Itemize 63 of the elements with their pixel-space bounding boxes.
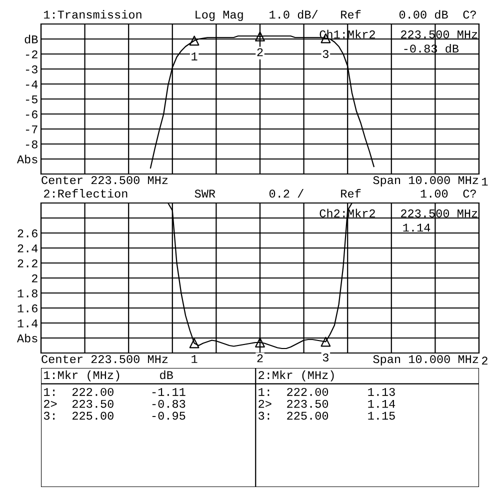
text: 3:	[258, 412, 270, 420]
y-tick-label: -4	[26, 80, 38, 88]
text: 2:Mkr (MHz)	[258, 370, 334, 382]
y-tick-label: -7	[26, 126, 38, 134]
y-tick-label: 2.2	[18, 259, 38, 268]
text: Log Mag	[196, 10, 243, 21]
text: SWR	[194, 190, 216, 198]
annotation: 2	[257, 48, 263, 56]
text: Ref	[341, 188, 361, 198]
text: 1.14	[368, 400, 396, 408]
text: Span 10.000 MHz	[373, 176, 478, 187]
y-tick-label: -6	[26, 110, 38, 118]
text: Center 223.500 MHz	[42, 355, 168, 364]
text: 3:	[44, 412, 54, 420]
y-tick-label: -8	[26, 140, 38, 148]
y-tick-label: -2	[26, 50, 38, 58]
y-tick-label: 1.8	[18, 289, 38, 298]
text: -0.83	[152, 400, 186, 408]
text: Center 223.500 MHz	[42, 176, 168, 184]
text: 1	[482, 178, 488, 186]
text: 1.13	[368, 388, 395, 396]
text: 1:Mkr (MHz)	[44, 370, 120, 382]
y-tick-label: 2.4	[18, 244, 38, 252]
text: 1:	[44, 388, 54, 396]
text: Span 10.000 MHz	[373, 355, 478, 366]
text: 1.00	[420, 190, 448, 198]
text: 1:	[258, 388, 270, 396]
text: -1.11	[152, 388, 186, 396]
annotation: 3	[322, 50, 328, 58]
text: dB	[160, 370, 173, 380]
text: 0.00 dB	[399, 10, 448, 19]
text: 222.00	[72, 388, 114, 396]
y-tick-label: 2.6	[18, 229, 38, 238]
chart-title: 1:Transmission	[44, 10, 142, 19]
text: 2>	[258, 400, 272, 408]
y-tick-label: Abs	[16, 154, 38, 164]
annotation: 2	[257, 354, 263, 362]
annotation: 1.14	[403, 224, 430, 232]
y-tick-label: 1.4	[18, 320, 38, 328]
text: 1.15	[368, 412, 395, 420]
y-tick-label: 1.6	[18, 304, 38, 312]
text: 223.50	[287, 400, 328, 408]
text: C?	[463, 10, 476, 19]
y-tick-label: Abs	[16, 334, 38, 342]
annotation: 3	[322, 354, 328, 362]
text: 223.50	[72, 400, 114, 408]
annotation: 1	[192, 52, 198, 60]
y-tick-label: -3	[26, 65, 38, 74]
text: 225.00	[287, 412, 328, 420]
text: -0.95	[152, 412, 186, 420]
text: 1.0 dB/	[270, 10, 318, 19]
text: C?	[463, 190, 476, 198]
text: 225.00	[72, 412, 114, 420]
y-tick-label: -5	[26, 96, 38, 104]
text: Ref	[341, 10, 361, 19]
y-tick-label: dB	[24, 34, 38, 44]
annotation: 1	[192, 355, 198, 363]
chart-title: 2:Reflection	[44, 188, 128, 198]
text: 222.00	[287, 388, 328, 396]
y-tick-label: 2	[32, 274, 38, 282]
text: 0.2 /	[269, 188, 304, 198]
text: 2>	[44, 400, 57, 408]
text: 2	[482, 356, 488, 365]
